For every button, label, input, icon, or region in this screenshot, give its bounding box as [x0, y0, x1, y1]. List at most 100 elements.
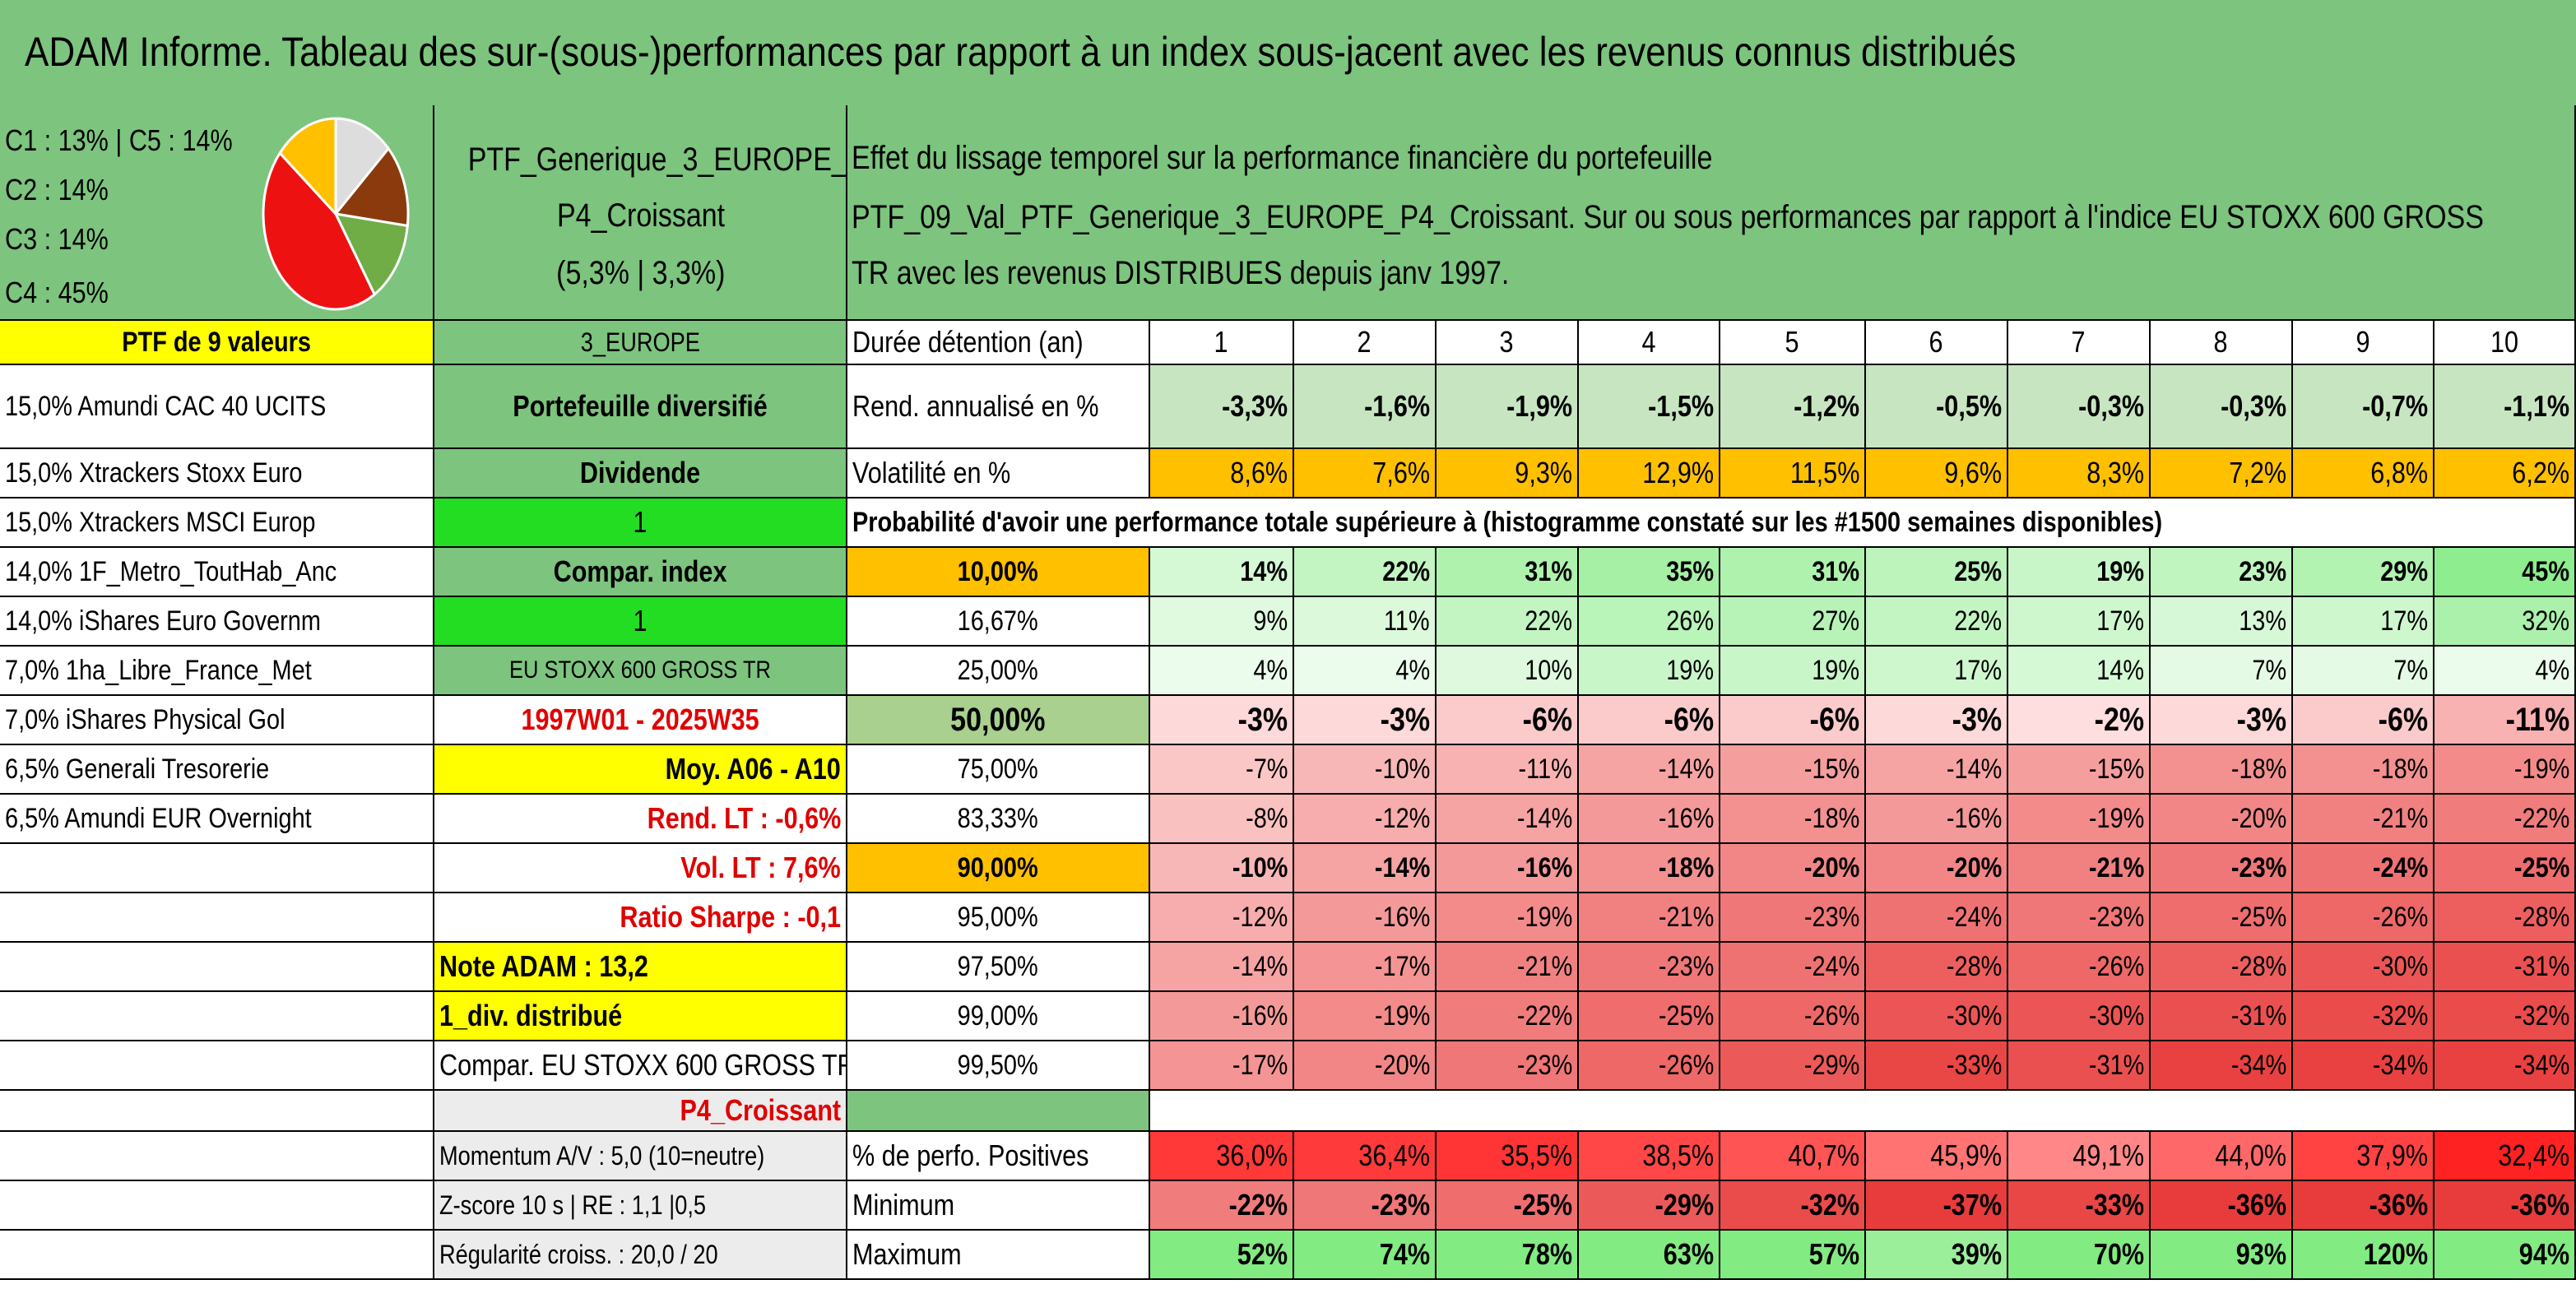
probability-cell: -34% — [2293, 1041, 2434, 1091]
volatility-label: Volatilité en % — [847, 449, 1150, 498]
maximum-label: Maximum — [847, 1231, 1150, 1280]
maximum-cell: 120% — [2293, 1231, 2434, 1280]
probability-cell: -19% — [1437, 893, 1579, 943]
probability-cell: 17% — [2008, 597, 2151, 647]
minimum-cell: -36% — [2293, 1181, 2434, 1231]
probability-cell: 13% — [2151, 597, 2293, 647]
average-range: Moy. A06 - A10 — [434, 745, 847, 795]
probability-cell: 4% — [2434, 647, 2576, 696]
volatility-cell: 11,5% — [1720, 449, 1866, 498]
probability-cell: -30% — [2293, 943, 2434, 992]
probability-cell: 22% — [1866, 597, 2008, 647]
portfolio-name-panel — [434, 105, 847, 321]
probability-cell: 31% — [1437, 548, 1579, 597]
probability-cell: -26% — [1579, 1041, 1720, 1091]
duration-header: 2 — [1294, 321, 1437, 365]
momentum: Momentum A/V : 5,0 (10=neutre) — [434, 1132, 847, 1181]
probability-cell: -23% — [2008, 893, 2151, 943]
probability-cell: 25% — [1866, 548, 2008, 597]
positive-perf-cell: 35,5% — [1437, 1132, 1579, 1181]
positive-label: % de perfo. Positives — [847, 1132, 1150, 1181]
duration-header: 8 — [2151, 321, 2293, 365]
probability-cell: 22% — [1294, 548, 1437, 597]
volatility-cell: 7,6% — [1294, 449, 1437, 498]
probability-cell: -26% — [1720, 992, 1866, 1041]
holding-empty — [0, 943, 434, 992]
sharpe-ratio: Ratio Sharpe : -0,1 — [434, 893, 847, 943]
volatility-cell: 8,3% — [2008, 449, 2151, 498]
probability-cell: 26% — [1579, 597, 1720, 647]
report-title-bar: ADAM Informe. Tableau des sur-(sous-)per… — [0, 0, 2576, 105]
probability-cell: 4% — [1150, 647, 1294, 696]
ptf-count: PTF de 9 valeurs — [0, 321, 434, 365]
description-line-1: Effet du lissage temporel sur la perform… — [852, 140, 1713, 176]
annual-return-cell: -1,2% — [1720, 365, 1866, 449]
durations-label: Durée détention (an) — [847, 321, 1150, 365]
probability-cell: -22% — [1437, 992, 1579, 1041]
probability-cell: -11% — [2434, 696, 2576, 745]
holding-empty — [0, 992, 434, 1041]
regularity: Régularité croiss. : 20,0 / 20 — [434, 1231, 847, 1280]
ptf-name-line-2: P4_Croissant — [556, 197, 726, 234]
probability-cell: 17% — [2293, 597, 2434, 647]
probability-cell: 19% — [2008, 548, 2151, 597]
probability-cell: -16% — [1150, 992, 1294, 1041]
return-label: Rend. annualisé en % — [847, 365, 1150, 449]
description-panel — [847, 105, 2576, 321]
probability-cell: -21% — [1579, 893, 1720, 943]
dividend-value: 1 — [434, 498, 847, 548]
minimum-label: Minimum — [847, 1181, 1150, 1231]
portfolio-type: Portefeuille diversifié — [434, 365, 847, 449]
probability-cell: -25% — [2151, 893, 2293, 943]
probability-cell: -24% — [2293, 844, 2434, 893]
probability-cell: -6% — [1720, 696, 1866, 745]
probability-cell: -33% — [1866, 1041, 2008, 1091]
probability-cell: -6% — [1579, 696, 1720, 745]
probability-cell: -6% — [2293, 696, 2434, 745]
z-score: Z-score 10 s | RE : 1,1 |0,5 — [434, 1181, 847, 1231]
duration-header: 9 — [2293, 321, 2434, 365]
comparison-full: Compar. EU STOXX 600 GROSS TR — [434, 1041, 847, 1091]
probability-cell: -31% — [2151, 992, 2293, 1041]
holding-empty — [0, 1231, 434, 1280]
holding-6: 7,0% 1ha_Libre_France_Met — [0, 647, 434, 696]
cluster-line-4: C4 : 45% — [5, 276, 109, 309]
probability-cell: -6% — [1437, 696, 1579, 745]
probability-cell: -30% — [1866, 992, 2008, 1041]
probability-cell: -11% — [1437, 745, 1579, 795]
probability-cell: -31% — [2434, 943, 2576, 992]
probability-cell: -22% — [2434, 795, 2576, 844]
threshold-label: 10,00% — [847, 548, 1150, 597]
probability-cell: -28% — [2434, 893, 2576, 943]
holding-5: 14,0% iShares Euro Governm — [0, 597, 434, 647]
holding-empty — [0, 1091, 434, 1132]
probability-cell: 45% — [2434, 548, 2576, 597]
annual-return-cell: -0,7% — [2293, 365, 2434, 449]
probability-cell: 17% — [1866, 647, 2008, 696]
threshold-label: 25,00% — [847, 647, 1150, 696]
threshold-label: 16,67% — [847, 597, 1150, 647]
probability-cell: -29% — [1720, 1041, 1866, 1091]
holding-2: 15,0% Xtrackers Stoxx Euro — [0, 449, 434, 498]
dividend-distributed: 1_div. distribué — [434, 992, 847, 1041]
holding-3: 15,0% Xtrackers MSCI Europ — [0, 498, 434, 548]
cluster-pie-chart — [262, 117, 410, 311]
ptf-name-line-3: (5,3% | 3,3%) — [556, 255, 726, 291]
holding-8: 6,5% Generali Tresorerie — [0, 745, 434, 795]
probability-cell: 7% — [2293, 647, 2434, 696]
probability-cell: -26% — [2293, 893, 2434, 943]
probability-cell: -10% — [1294, 745, 1437, 795]
probability-cell: 32% — [2434, 597, 2576, 647]
annual-return-cell: -1,9% — [1437, 365, 1579, 449]
positive-perf-cell: 45,9% — [1866, 1132, 2008, 1181]
holding-7: 7,0% iShares Physical Gol — [0, 696, 434, 745]
threshold-label: 50,00% — [847, 696, 1150, 745]
probability-cell: -32% — [2293, 992, 2434, 1041]
probability-cell: -26% — [2008, 943, 2151, 992]
holding-empty — [0, 893, 434, 943]
pie-slice-4 — [262, 151, 377, 311]
pie-slice-5 — [278, 117, 337, 217]
duration-header: 10 — [2434, 321, 2576, 365]
holding-empty — [0, 1041, 434, 1091]
pie-slice-3 — [333, 212, 409, 297]
